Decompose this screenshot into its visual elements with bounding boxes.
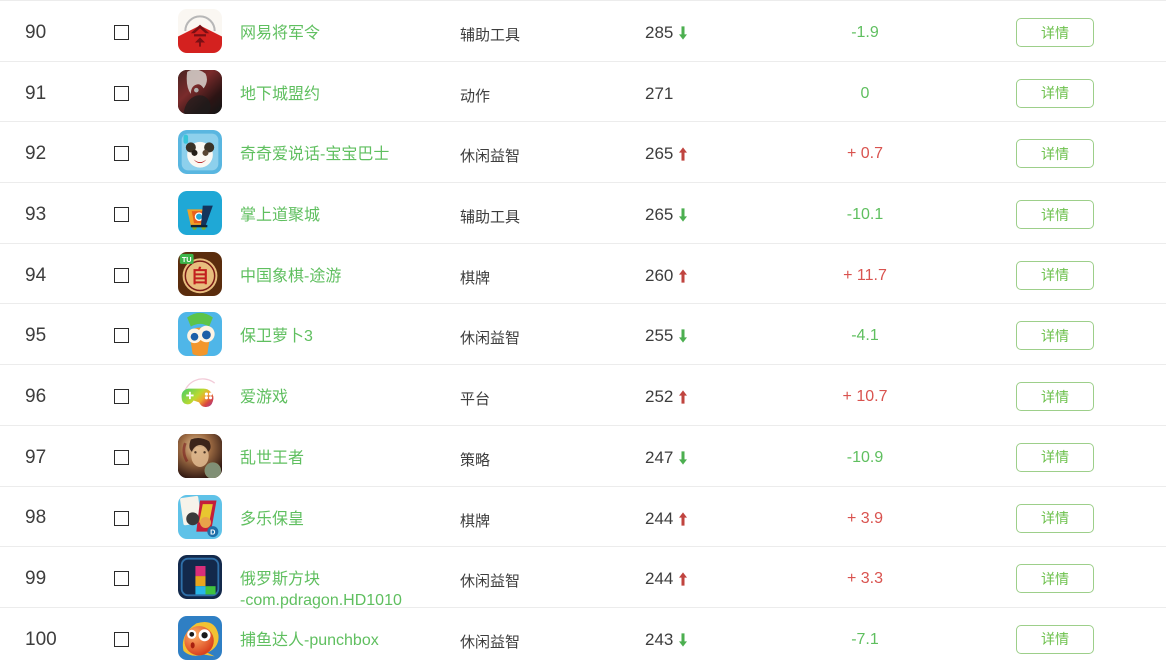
svg-text:自: 自 [191,265,209,286]
svg-text:TU: TU [182,255,192,264]
svg-text:D: D [210,527,215,536]
